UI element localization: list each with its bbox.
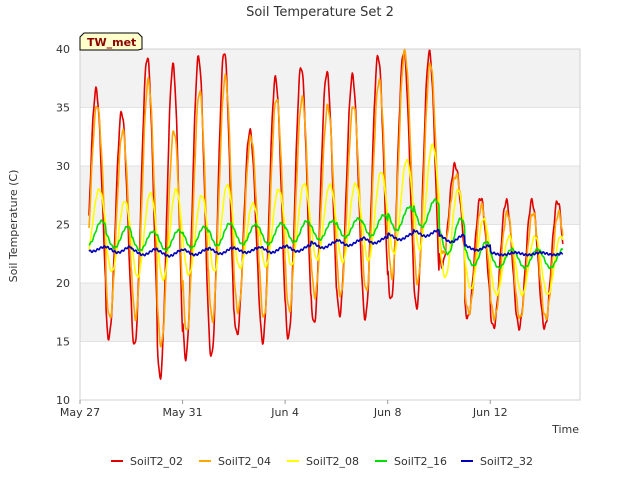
axes: 10 15 20 25 30 35 40 May 27 May 31 Jun 4 Jun 8 Jun … bbox=[56, 43, 581, 419]
legend-label-SoilT2_04: SoilT2_04 bbox=[218, 455, 271, 468]
y-tick-label: 40 bbox=[56, 43, 70, 56]
series-lines bbox=[88, 48, 564, 380]
series-line-SoilT2_16 bbox=[88, 198, 564, 270]
y-tick-label: 10 bbox=[56, 394, 70, 407]
legend-label-SoilT2_08: SoilT2_08 bbox=[306, 455, 359, 468]
chart-title: Soil Temperature Set 2 bbox=[246, 5, 394, 20]
y-tick-label: 25 bbox=[56, 219, 70, 232]
station-badge: TW_met bbox=[79, 32, 143, 51]
x-tick-label: May 27 bbox=[60, 406, 100, 419]
legend: SoilT2_02 SoilT2_04 SoilT2_08 SoilT2_16 Soil… bbox=[111, 455, 533, 468]
plot-border bbox=[79, 48, 581, 401]
x-axis-label: Time bbox=[551, 423, 579, 436]
legend-label-SoilT2_02: SoilT2_02 bbox=[130, 455, 183, 468]
series-line-SoilT2_32 bbox=[88, 228, 564, 258]
x-tick-label: Jun 4 bbox=[270, 406, 299, 419]
legend-label-SoilT2_16: SoilT2_16 bbox=[394, 455, 447, 468]
y-tick-label: 15 bbox=[56, 336, 70, 349]
y-tick-label: 20 bbox=[56, 277, 70, 290]
y-tick-label: 30 bbox=[56, 160, 70, 173]
y-tick-label: 35 bbox=[56, 102, 70, 115]
x-tick-label: Jun 8 bbox=[373, 406, 402, 419]
y-axis-label: Soil Temperature (C) bbox=[7, 170, 20, 283]
plot-band bbox=[80, 341, 580, 400]
legend-label-SoilT2_32: SoilT2_32 bbox=[480, 455, 533, 468]
station-badge-label: TW_met bbox=[87, 36, 136, 49]
x-tick-label: Jun 12 bbox=[472, 406, 508, 419]
plot-background-bands bbox=[80, 49, 580, 400]
x-tick-label: May 31 bbox=[162, 406, 202, 419]
plot-band bbox=[80, 166, 580, 225]
series-line-SoilT2_04 bbox=[88, 48, 564, 348]
series-line-SoilT2_08 bbox=[88, 143, 564, 297]
plot-band bbox=[80, 283, 580, 342]
